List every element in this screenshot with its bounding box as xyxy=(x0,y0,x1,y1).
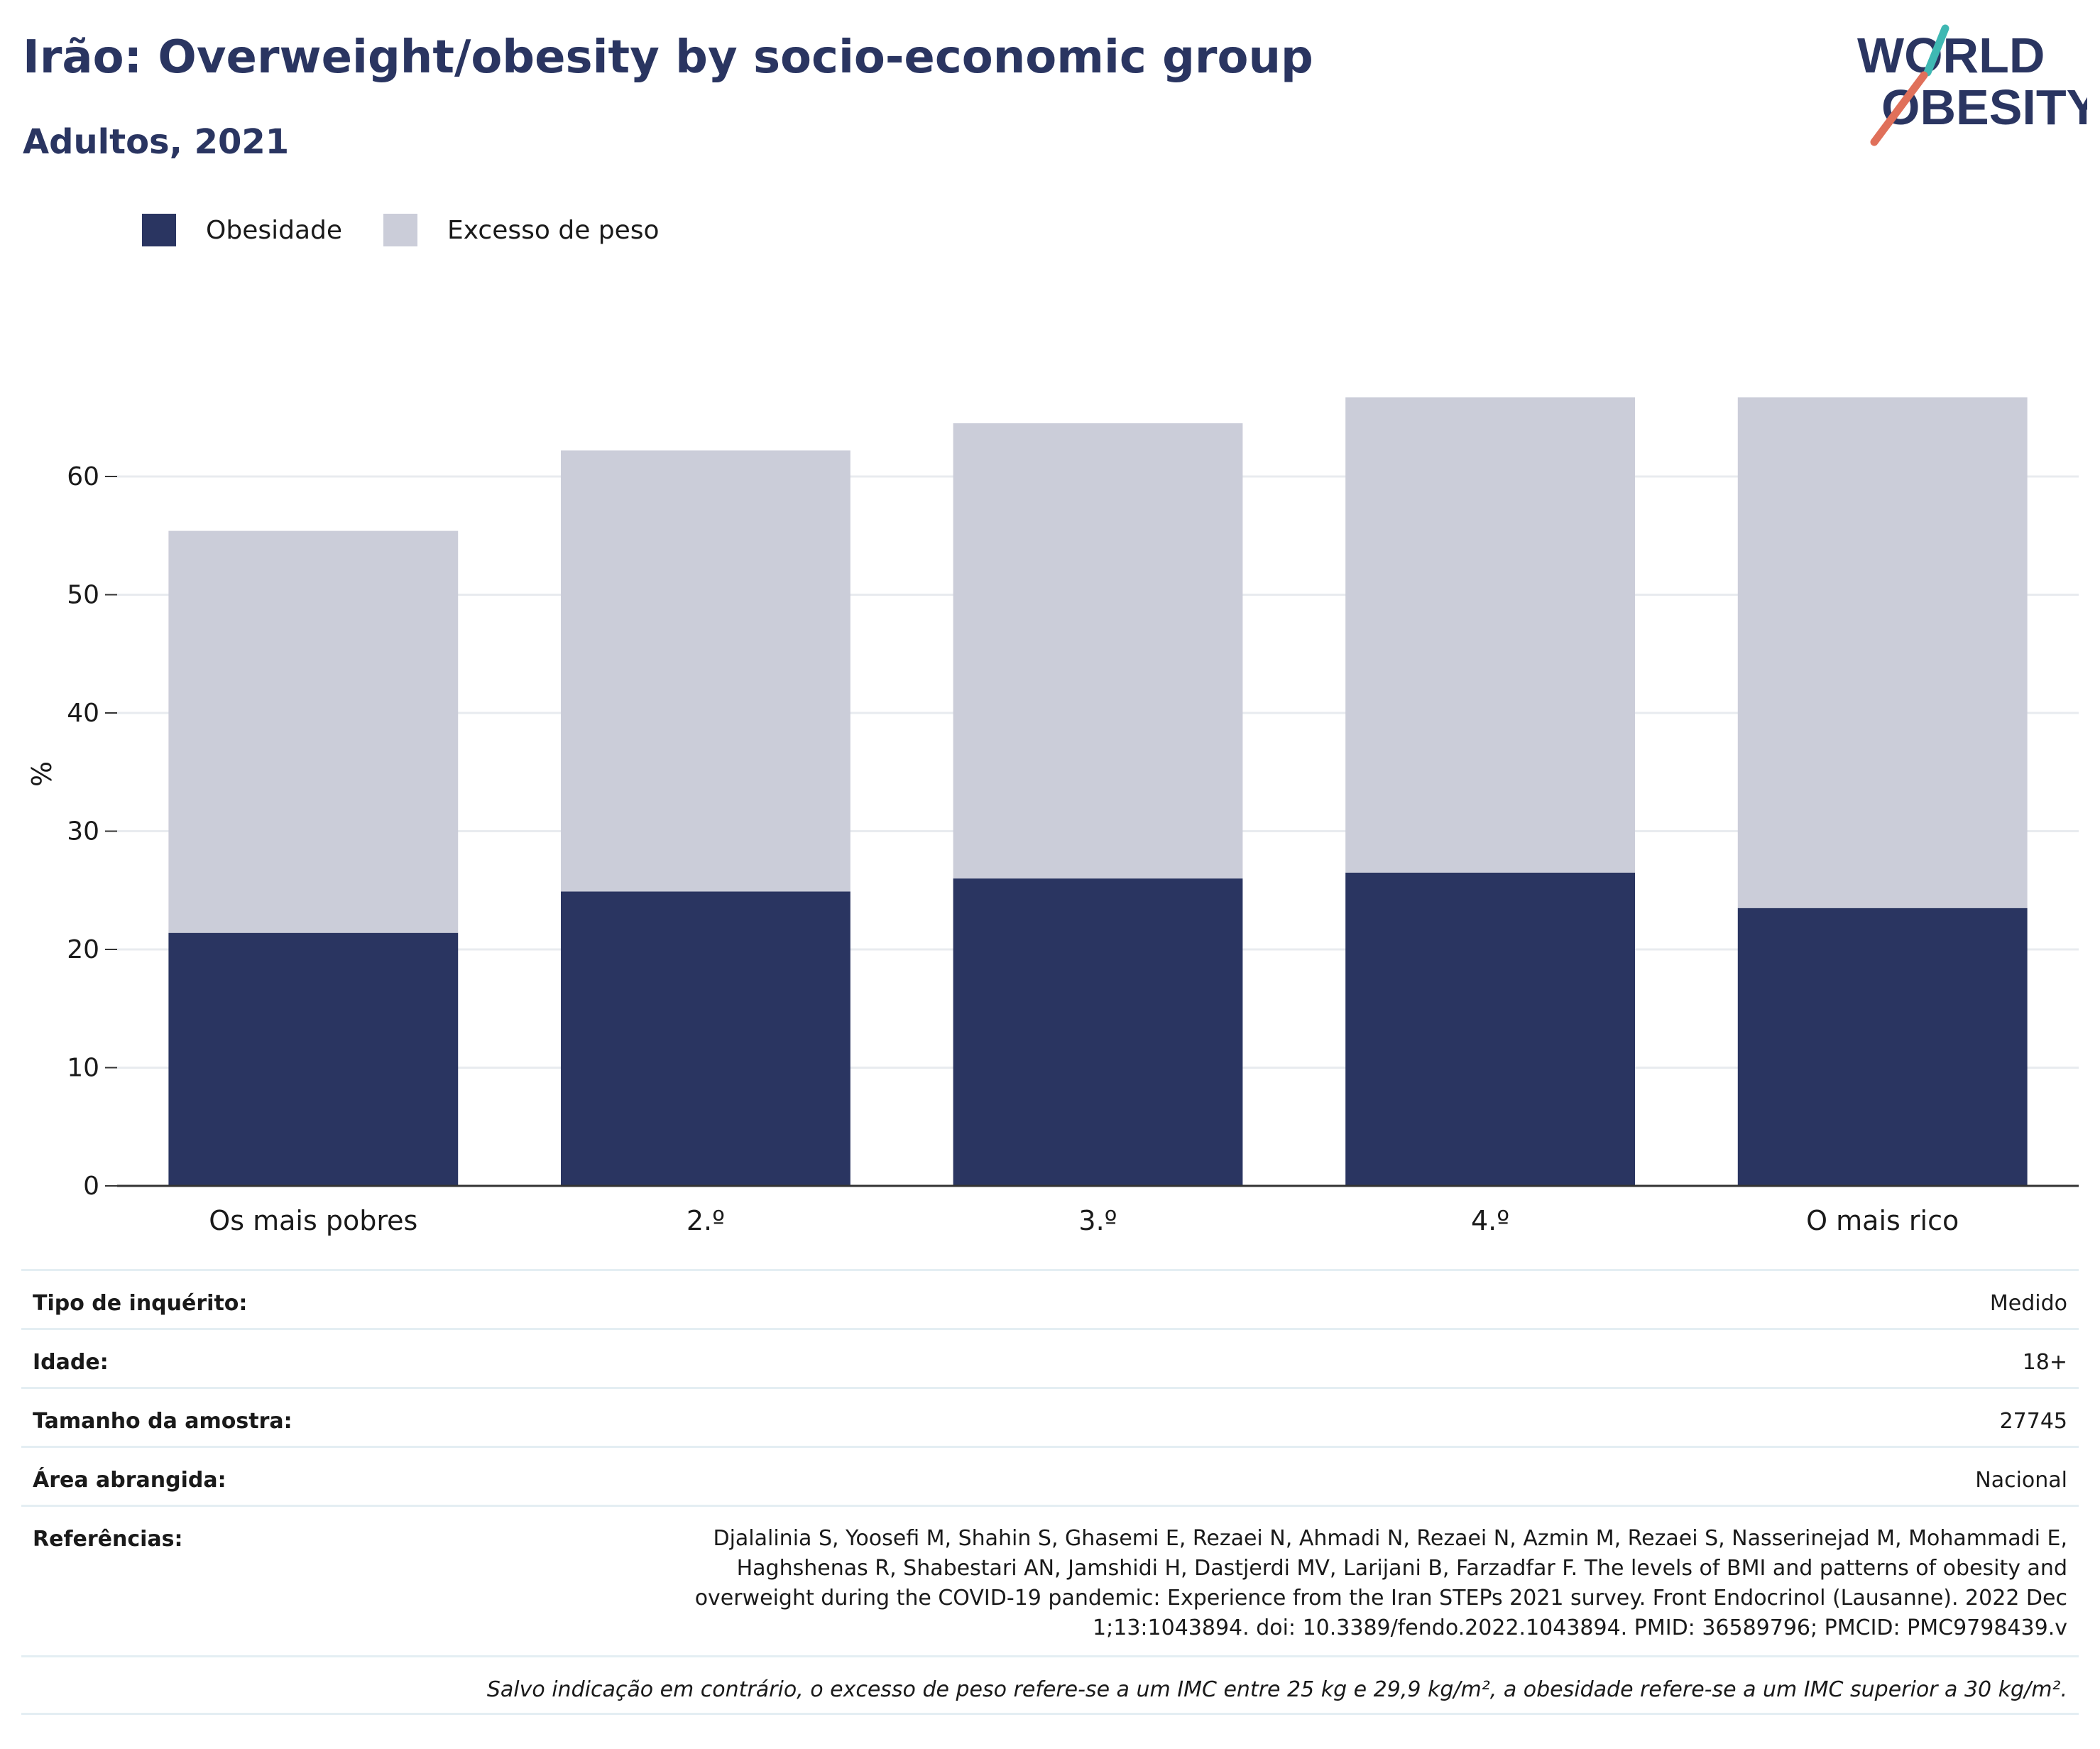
y-tick-label: 10 xyxy=(67,1054,99,1083)
page-subtitle: Adultos, 2021 xyxy=(23,122,290,162)
meta-key-survey-type: Tipo de inquérito: xyxy=(33,1291,248,1316)
x-tick-label: 4.º xyxy=(1471,1205,1509,1236)
bar-obesity xyxy=(560,891,851,1186)
legend-label-obesity: Obesidade xyxy=(206,215,343,245)
y-tick-label: 0 xyxy=(83,1172,99,1201)
meta-value-survey-type: Medido xyxy=(1989,1291,2067,1316)
logo-slash-coral xyxy=(1870,71,1928,146)
bars xyxy=(168,397,2028,1186)
logo-slash-teal xyxy=(1923,24,1949,77)
bar-overweight xyxy=(1345,397,1636,873)
reference-line: Djalalinia S, Yoosefi M, Shahin S, Ghase… xyxy=(713,1526,2067,1551)
meta-key-references: Referências: xyxy=(33,1527,183,1552)
meta-row-references: Referências: Djalalinia S, Yoosefi M, Sh… xyxy=(21,1505,2079,1655)
legend-item-overweight: Excesso de peso xyxy=(383,214,660,246)
bar-obesity xyxy=(953,878,1243,1186)
x-tick-label: O mais rico xyxy=(1806,1205,1959,1236)
meta-row-note: Salvo indicação em contrário, o excesso … xyxy=(21,1655,2079,1715)
reference-line: 1;13:1043894. doi: 10.3389/fendo.2022.10… xyxy=(1093,1615,2067,1640)
y-tick-label: 40 xyxy=(67,699,99,728)
y-tick-label: 30 xyxy=(67,817,99,846)
stacked-bar-chart: 0 10 20 30 40 50 60 Os mais pobres 2.º 3.º 4.º O ma… xyxy=(26,397,2079,1236)
x-tick-label: 2.º xyxy=(687,1205,725,1236)
y-tick-label: 20 xyxy=(67,935,99,964)
world-obesity-logo: WORLD OBESITY xyxy=(1857,24,2087,146)
axes: 0 10 20 30 40 50 60 Os mais pobres 2.º 3.º 4.º O ma… xyxy=(67,462,2079,1236)
meta-key-area: Área abrangida: xyxy=(33,1468,226,1493)
x-tick-label: 3.º xyxy=(1078,1205,1117,1236)
legend-label-overweight: Excesso de peso xyxy=(447,215,660,245)
meta-value-area: Nacional xyxy=(1975,1468,2067,1493)
y-tick-label: 60 xyxy=(67,462,99,491)
bar-obesity xyxy=(168,932,459,1186)
x-tick-label: Os mais pobres xyxy=(209,1205,417,1236)
y-tick-label: 50 xyxy=(67,581,99,610)
reference-line: overweight during the COVID-19 pandemic:… xyxy=(694,1586,2067,1611)
bar-overweight xyxy=(953,423,1243,879)
reference-line: Haghshenas R, Shabestari AN, Jamshidi H,… xyxy=(736,1556,2067,1581)
legend-item-obesity: Obesidade xyxy=(142,214,342,246)
bar-overweight xyxy=(168,530,459,933)
meta-row-survey-type: Tipo de inquérito: Medido xyxy=(21,1269,2079,1328)
bar-overweight xyxy=(560,450,851,892)
page-title: Irão: Overweight/obesity by socio-econom… xyxy=(23,31,1313,84)
meta-row-age: Idade: 18+ xyxy=(21,1328,2079,1387)
meta-value-sample-size: 27745 xyxy=(1999,1409,2067,1434)
meta-row-sample-size: Tamanho da amostra: 27745 xyxy=(21,1387,2079,1446)
survey-details: Tipo de inquérito: Medido Idade: 18+ Tam… xyxy=(21,1269,2079,1715)
meta-value-references: Djalalinia S, Yoosefi M, Shahin S, Ghase… xyxy=(591,1524,2067,1643)
bar-obesity xyxy=(1737,908,2028,1186)
bar-overweight xyxy=(1737,397,2028,908)
bmi-definition-note: Salvo indicação em contrário, o excesso … xyxy=(486,1677,2067,1702)
legend-swatch-overweight xyxy=(383,214,418,246)
meta-row-area: Área abrangida: Nacional xyxy=(21,1446,2079,1505)
logo-word-world: WORLD xyxy=(1857,28,2045,83)
chart-legend: Obesidade Excesso de peso xyxy=(142,210,701,250)
legend-swatch-obesity xyxy=(142,214,176,246)
bar-obesity xyxy=(1345,872,1636,1186)
meta-value-age: 18+ xyxy=(2022,1350,2067,1375)
y-axis-label: % xyxy=(26,761,58,787)
meta-key-sample-size: Tamanho da amostra: xyxy=(33,1409,292,1434)
meta-key-age: Idade: xyxy=(33,1350,109,1375)
